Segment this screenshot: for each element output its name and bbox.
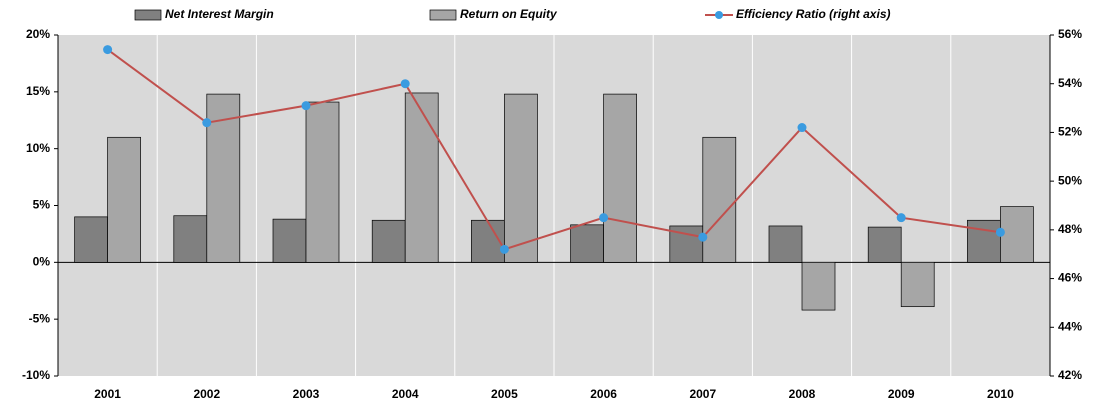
x-tick-label: 2005 — [491, 387, 518, 401]
bar — [867, 226, 902, 263]
bar — [967, 219, 1001, 263]
legend-label: Return on Equity — [460, 7, 558, 21]
y2-tick-label: 42% — [1058, 368, 1082, 382]
x-tick-label: 2007 — [689, 387, 716, 401]
bar — [1000, 206, 1034, 263]
line-marker — [797, 123, 807, 133]
y2-tick-label: 50% — [1058, 173, 1082, 187]
line-marker — [499, 244, 509, 254]
line-marker — [698, 232, 708, 242]
bar — [801, 261, 836, 311]
x-tick-label: 2003 — [293, 387, 320, 401]
bar — [570, 224, 604, 263]
y-tick-label: 5% — [33, 198, 51, 212]
line-series — [107, 48, 1001, 251]
y-tick-label: -5% — [29, 311, 51, 325]
y-tick-label: 10% — [26, 141, 50, 155]
bar — [371, 219, 406, 263]
line-marker — [400, 79, 410, 89]
bar — [107, 136, 141, 263]
x-tick-label: 2008 — [789, 387, 816, 401]
x-tick-label: 2010 — [987, 387, 1014, 401]
y-tick-label: 0% — [33, 255, 51, 269]
line-marker — [103, 45, 113, 55]
bar — [173, 215, 208, 263]
bar — [702, 136, 737, 263]
y2-tick-label: 56% — [1058, 27, 1082, 41]
legend-swatch — [429, 9, 457, 21]
x-tick-label: 2009 — [888, 387, 915, 401]
y-tick-label: 20% — [26, 27, 50, 41]
y-tick-label: 15% — [26, 84, 50, 98]
bar — [603, 93, 637, 263]
x-tick-label: 2001 — [94, 387, 121, 401]
line-marker — [995, 227, 1005, 237]
line-marker — [301, 101, 311, 111]
line-marker — [599, 213, 609, 223]
legend-label: Net Interest Margin — [165, 7, 274, 21]
bar — [74, 216, 108, 263]
y2-tick-label: 52% — [1058, 125, 1082, 139]
bar — [900, 261, 935, 308]
legend-swatch — [134, 9, 162, 21]
bar — [404, 92, 439, 263]
x-tick-label: 2006 — [590, 387, 617, 401]
x-tick-label: 2004 — [392, 387, 419, 401]
y-tick-label: -10% — [22, 368, 50, 382]
line-marker — [202, 118, 212, 128]
y2-tick-label: 44% — [1058, 319, 1082, 333]
bar — [305, 101, 340, 263]
line-marker — [896, 213, 906, 223]
y2-tick-label: 46% — [1058, 271, 1082, 285]
y2-tick-label: 48% — [1058, 222, 1082, 236]
legend-label: Efficiency Ratio (right axis) — [736, 7, 890, 21]
legend-marker — [715, 11, 723, 19]
bar — [272, 218, 307, 263]
y2-tick-label: 54% — [1058, 76, 1082, 90]
x-tick-label: 2002 — [193, 387, 220, 401]
bar — [504, 93, 538, 263]
bar — [768, 225, 803, 263]
